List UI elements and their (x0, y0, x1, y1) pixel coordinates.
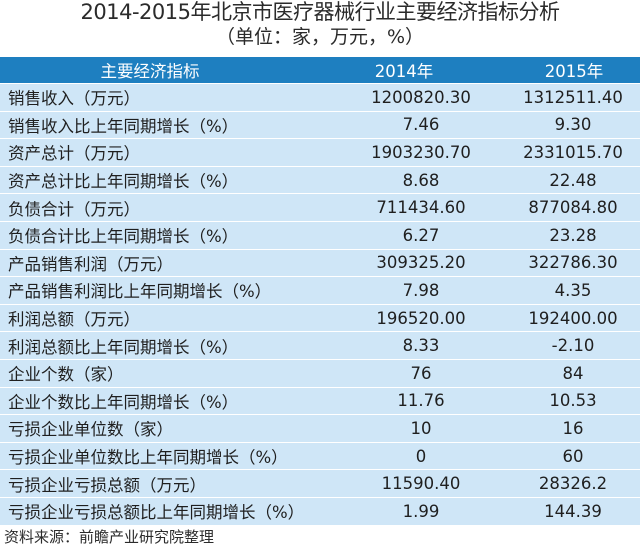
row-indicator: 销售收入（万元） (8, 89, 140, 109)
row-indicator: 利润总额（万元） (8, 310, 140, 330)
row-value-2014: 8.33 (402, 336, 440, 356)
row-indicator: 产品销售利润比上年同期增长（%） (8, 282, 272, 302)
table-row: 亏损企业单位数比上年同期增长（%） 0 60 (0, 442, 640, 471)
row-value-2015: 2331015.70 (523, 142, 623, 162)
table-row: 利润总额比上年同期增长（%） 8.33 -2.10 (0, 332, 640, 360)
row-value-2015: 60 (562, 446, 584, 466)
row-value-2015: 4.35 (554, 280, 592, 300)
row-value-2015: 28326.2 (538, 474, 608, 494)
header-2014: 2014年 (374, 62, 434, 81)
table-row: 企业个数比上年同期增长（%） 11.76 10.53 (0, 387, 640, 416)
row-indicator: 资产总计比上年同期增长（%） (8, 172, 239, 192)
indicators-table: 主要经济指标 2014年 2015年 销售收入（万元） 1200820.30 131… (0, 57, 640, 526)
row-indicator: 亏损企业亏损总额比上年同期增长（%） (8, 503, 305, 523)
header-indicator: 主要经济指标 (100, 62, 200, 81)
table-row: 销售收入比上年同期增长（%） 7.46 9.30 (0, 111, 640, 140)
table-body: 销售收入（万元） 1200820.30 1312511.40 销售收入比上年同期增长（… (0, 84, 640, 526)
table-row: 资产总计（万元） 1903230.70 2331015.70 (0, 139, 640, 167)
row-indicator: 亏损企业单位数比上年同期增长（%） (8, 448, 288, 468)
row-value-2014: 8.68 (402, 170, 440, 190)
row-value-2014: 6.27 (402, 225, 440, 245)
page-subtitle: （单位：家，万元，%） (215, 26, 425, 48)
table-row: 产品销售利润（万元） 309325.20 322786.30 (0, 249, 640, 278)
row-value-2014: 7.98 (402, 280, 440, 300)
table-row: 产品销售利润比上年同期增长（%） 7.98 4.35 (0, 277, 640, 305)
table-row: 亏损企业单位数（家） 10 16 (0, 415, 640, 443)
row-indicator: 企业个数（家） (8, 365, 124, 385)
table-row: 亏损企业亏损总额比上年同期增长（%） 1.99 144.39 (0, 497, 640, 526)
row-indicator: 亏损企业单位数（家） (8, 420, 173, 440)
row-value-2015: 1312511.40 (523, 87, 623, 107)
table-header-row: 主要经济指标 2014年 2015年 (0, 57, 640, 84)
row-value-2015: 16 (562, 418, 584, 438)
row-value-2014: 1.99 (402, 501, 440, 521)
header-2015: 2015年 (544, 62, 604, 81)
row-indicator: 负债合计比上年同期增长（%） (8, 227, 239, 247)
row-value-2015: 9.30 (554, 115, 592, 135)
row-value-2015: 23.28 (549, 225, 597, 245)
row-value-2014: 11590.40 (381, 474, 461, 494)
row-indicator: 销售收入比上年同期增长（%） (8, 116, 239, 136)
row-value-2015: 144.39 (544, 501, 602, 521)
row-value-2014: 309325.20 (376, 253, 466, 273)
table-row: 企业个数（家） 76 84 (0, 359, 640, 388)
page-title: 2014-2015年北京市医疗器械行业主要经济指标分析 (80, 0, 560, 24)
table-row: 负债合计（万元） 711434.60 877084.80 (0, 194, 640, 222)
row-value-2014: 1903230.70 (371, 142, 471, 162)
table-row: 亏损企业亏损总额（万元） 11590.40 28326.2 (0, 470, 640, 498)
row-value-2014: 711434.60 (376, 198, 466, 218)
row-value-2014: 0 (415, 446, 427, 466)
source-note: 资料来源：前瞻产业研究院整理 (4, 528, 215, 546)
row-indicator: 利润总额比上年同期增长（%） (8, 337, 239, 357)
table-row: 资产总计比上年同期增长（%） 8.68 22.48 (0, 166, 640, 195)
row-value-2015: -2.10 (551, 336, 595, 356)
row-value-2015: 192400.00 (528, 308, 618, 328)
row-value-2014: 196520.00 (376, 308, 466, 328)
table-row: 销售收入（万元） 1200820.30 1312511.40 (0, 84, 640, 112)
row-indicator: 亏损企业亏损总额（万元） (8, 475, 206, 495)
row-value-2015: 10.53 (549, 391, 597, 411)
row-indicator: 资产总计（万元） (8, 144, 140, 164)
row-value-2014: 7.46 (402, 115, 440, 135)
row-value-2015: 322786.30 (528, 253, 618, 273)
row-value-2014: 76 (410, 363, 432, 383)
row-indicator: 产品销售利润（万元） (8, 254, 173, 274)
row-value-2015: 22.48 (549, 170, 597, 190)
row-value-2015: 877084.80 (528, 198, 618, 218)
row-value-2014: 11.76 (397, 391, 445, 411)
row-indicator: 企业个数比上年同期增长（%） (8, 392, 239, 412)
row-indicator: 负债合计（万元） (8, 199, 140, 219)
table-row: 利润总额（万元） 196520.00 192400.00 (0, 304, 640, 333)
row-value-2014: 1200820.30 (371, 87, 471, 107)
row-value-2015: 84 (562, 363, 584, 383)
row-value-2014: 10 (410, 418, 432, 438)
table-row: 负债合计比上年同期增长（%） 6.27 23.28 (0, 221, 640, 250)
